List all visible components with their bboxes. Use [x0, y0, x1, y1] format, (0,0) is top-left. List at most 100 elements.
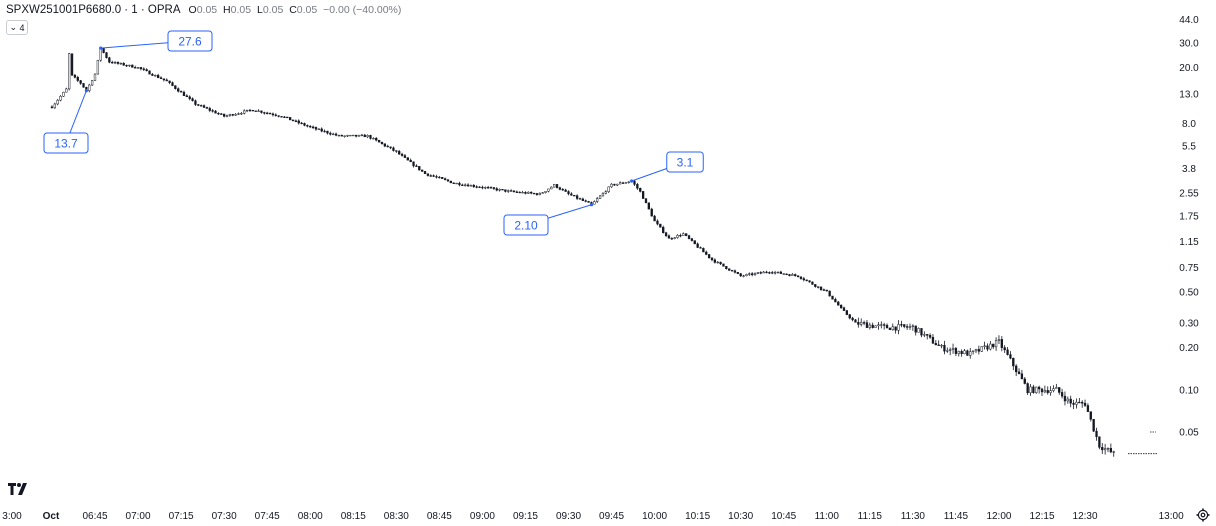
annotation-box[interactable] [167, 30, 213, 52]
candle-body [512, 190, 516, 193]
candle-body [624, 182, 628, 184]
candle-body [710, 257, 714, 261]
candle-body [452, 182, 455, 184]
candle-body [464, 184, 467, 186]
x-tick-label: 07:15 [169, 511, 194, 522]
candle-body [222, 113, 226, 117]
candle-body [931, 337, 935, 344]
candle-body [977, 349, 981, 352]
candle-body [751, 273, 754, 276]
x-tick-label: 13:00 [1159, 511, 1184, 522]
candle-body [291, 119, 295, 122]
candle-body [639, 187, 642, 192]
candle-body [62, 91, 65, 97]
candle-body [679, 234, 682, 237]
candle-body [1101, 447, 1104, 451]
x-tick-label: 06:45 [82, 511, 107, 522]
annotations-layer: 27.6 13.7 3.1 2.10 [43, 30, 704, 236]
ohlc-low-key: L [257, 4, 263, 16]
candle-body [76, 77, 79, 81]
candle-body [707, 254, 711, 258]
tradingview-logo-icon[interactable] [8, 482, 30, 496]
annotation-box[interactable] [503, 214, 549, 236]
candle-body [481, 186, 484, 189]
candle-body [957, 351, 960, 354]
x-tick-label: 10:00 [642, 511, 667, 522]
candle-body [1060, 392, 1064, 397]
candle-body [974, 349, 978, 352]
candle-body [469, 184, 473, 187]
candle-body [673, 237, 676, 239]
candle-body [337, 134, 341, 137]
candle-body [619, 182, 622, 185]
candle-body [99, 48, 102, 61]
candle-body [616, 183, 619, 186]
candle-body [148, 70, 151, 75]
candle-body [139, 67, 143, 70]
candle-body [441, 177, 444, 179]
candle-body [357, 134, 361, 137]
candle-body [438, 176, 441, 179]
candle-body [286, 116, 289, 119]
candle-body [839, 305, 843, 309]
candle-body [1058, 387, 1061, 393]
candle-body [682, 233, 685, 236]
x-tick-label: 3:00 [2, 511, 22, 522]
candle-body [108, 57, 111, 63]
candle-body [690, 238, 694, 241]
candle-body [119, 62, 122, 65]
candle-body [782, 273, 785, 275]
candle-body [1012, 357, 1015, 367]
candle-body [326, 130, 329, 134]
candle-body [475, 186, 478, 188]
candle-body [1017, 371, 1021, 375]
candle-body [70, 53, 74, 76]
candle-body [159, 77, 163, 80]
candle-body [610, 183, 613, 188]
candle-body [601, 192, 605, 197]
legend-collapse-button[interactable]: ⌄ 4 [6, 20, 28, 35]
candle-body [676, 234, 679, 238]
candle-body [366, 135, 369, 138]
candle-body [874, 325, 877, 328]
y-tick-label: 0.10 [1179, 385, 1199, 396]
candle-body [1052, 388, 1055, 391]
candle-body [518, 191, 521, 194]
candle-body [260, 110, 263, 113]
candle-body [1049, 390, 1052, 393]
symbol-title[interactable]: SPXW251001P6680.0 · 1 · OPRA [6, 4, 181, 16]
candle-body [538, 193, 541, 195]
chevron-down-icon: ⌄ [9, 22, 17, 32]
candle-body [532, 192, 536, 195]
candle-body [240, 113, 243, 115]
candle-body [696, 243, 699, 248]
candle-body [593, 201, 596, 205]
candle-body [834, 299, 837, 303]
candle-body [687, 235, 691, 239]
y-tick-label: 0.20 [1179, 343, 1199, 354]
candle-body [225, 115, 229, 117]
annotation-box[interactable] [43, 132, 89, 154]
candle-body [1086, 405, 1090, 412]
candle-body [567, 191, 570, 195]
candle-body [504, 189, 507, 192]
candle-body [1015, 365, 1018, 373]
candle-body [329, 132, 332, 135]
candle-body [980, 346, 983, 352]
candle-body [647, 202, 651, 210]
candle-body [211, 110, 214, 112]
candle-body [825, 289, 828, 292]
candle-body [733, 270, 737, 273]
candle-body [997, 339, 1001, 341]
x-tick-label: 12:15 [1029, 511, 1054, 522]
annotation-box[interactable] [666, 151, 704, 173]
gear-icon[interactable] [1196, 508, 1210, 522]
candle-body [1035, 386, 1038, 393]
candle-body [857, 322, 860, 325]
candle-body [934, 343, 937, 346]
candle-body [486, 187, 490, 189]
candle-body [894, 326, 897, 331]
candle-body [736, 272, 739, 274]
candle-body [415, 165, 418, 167]
